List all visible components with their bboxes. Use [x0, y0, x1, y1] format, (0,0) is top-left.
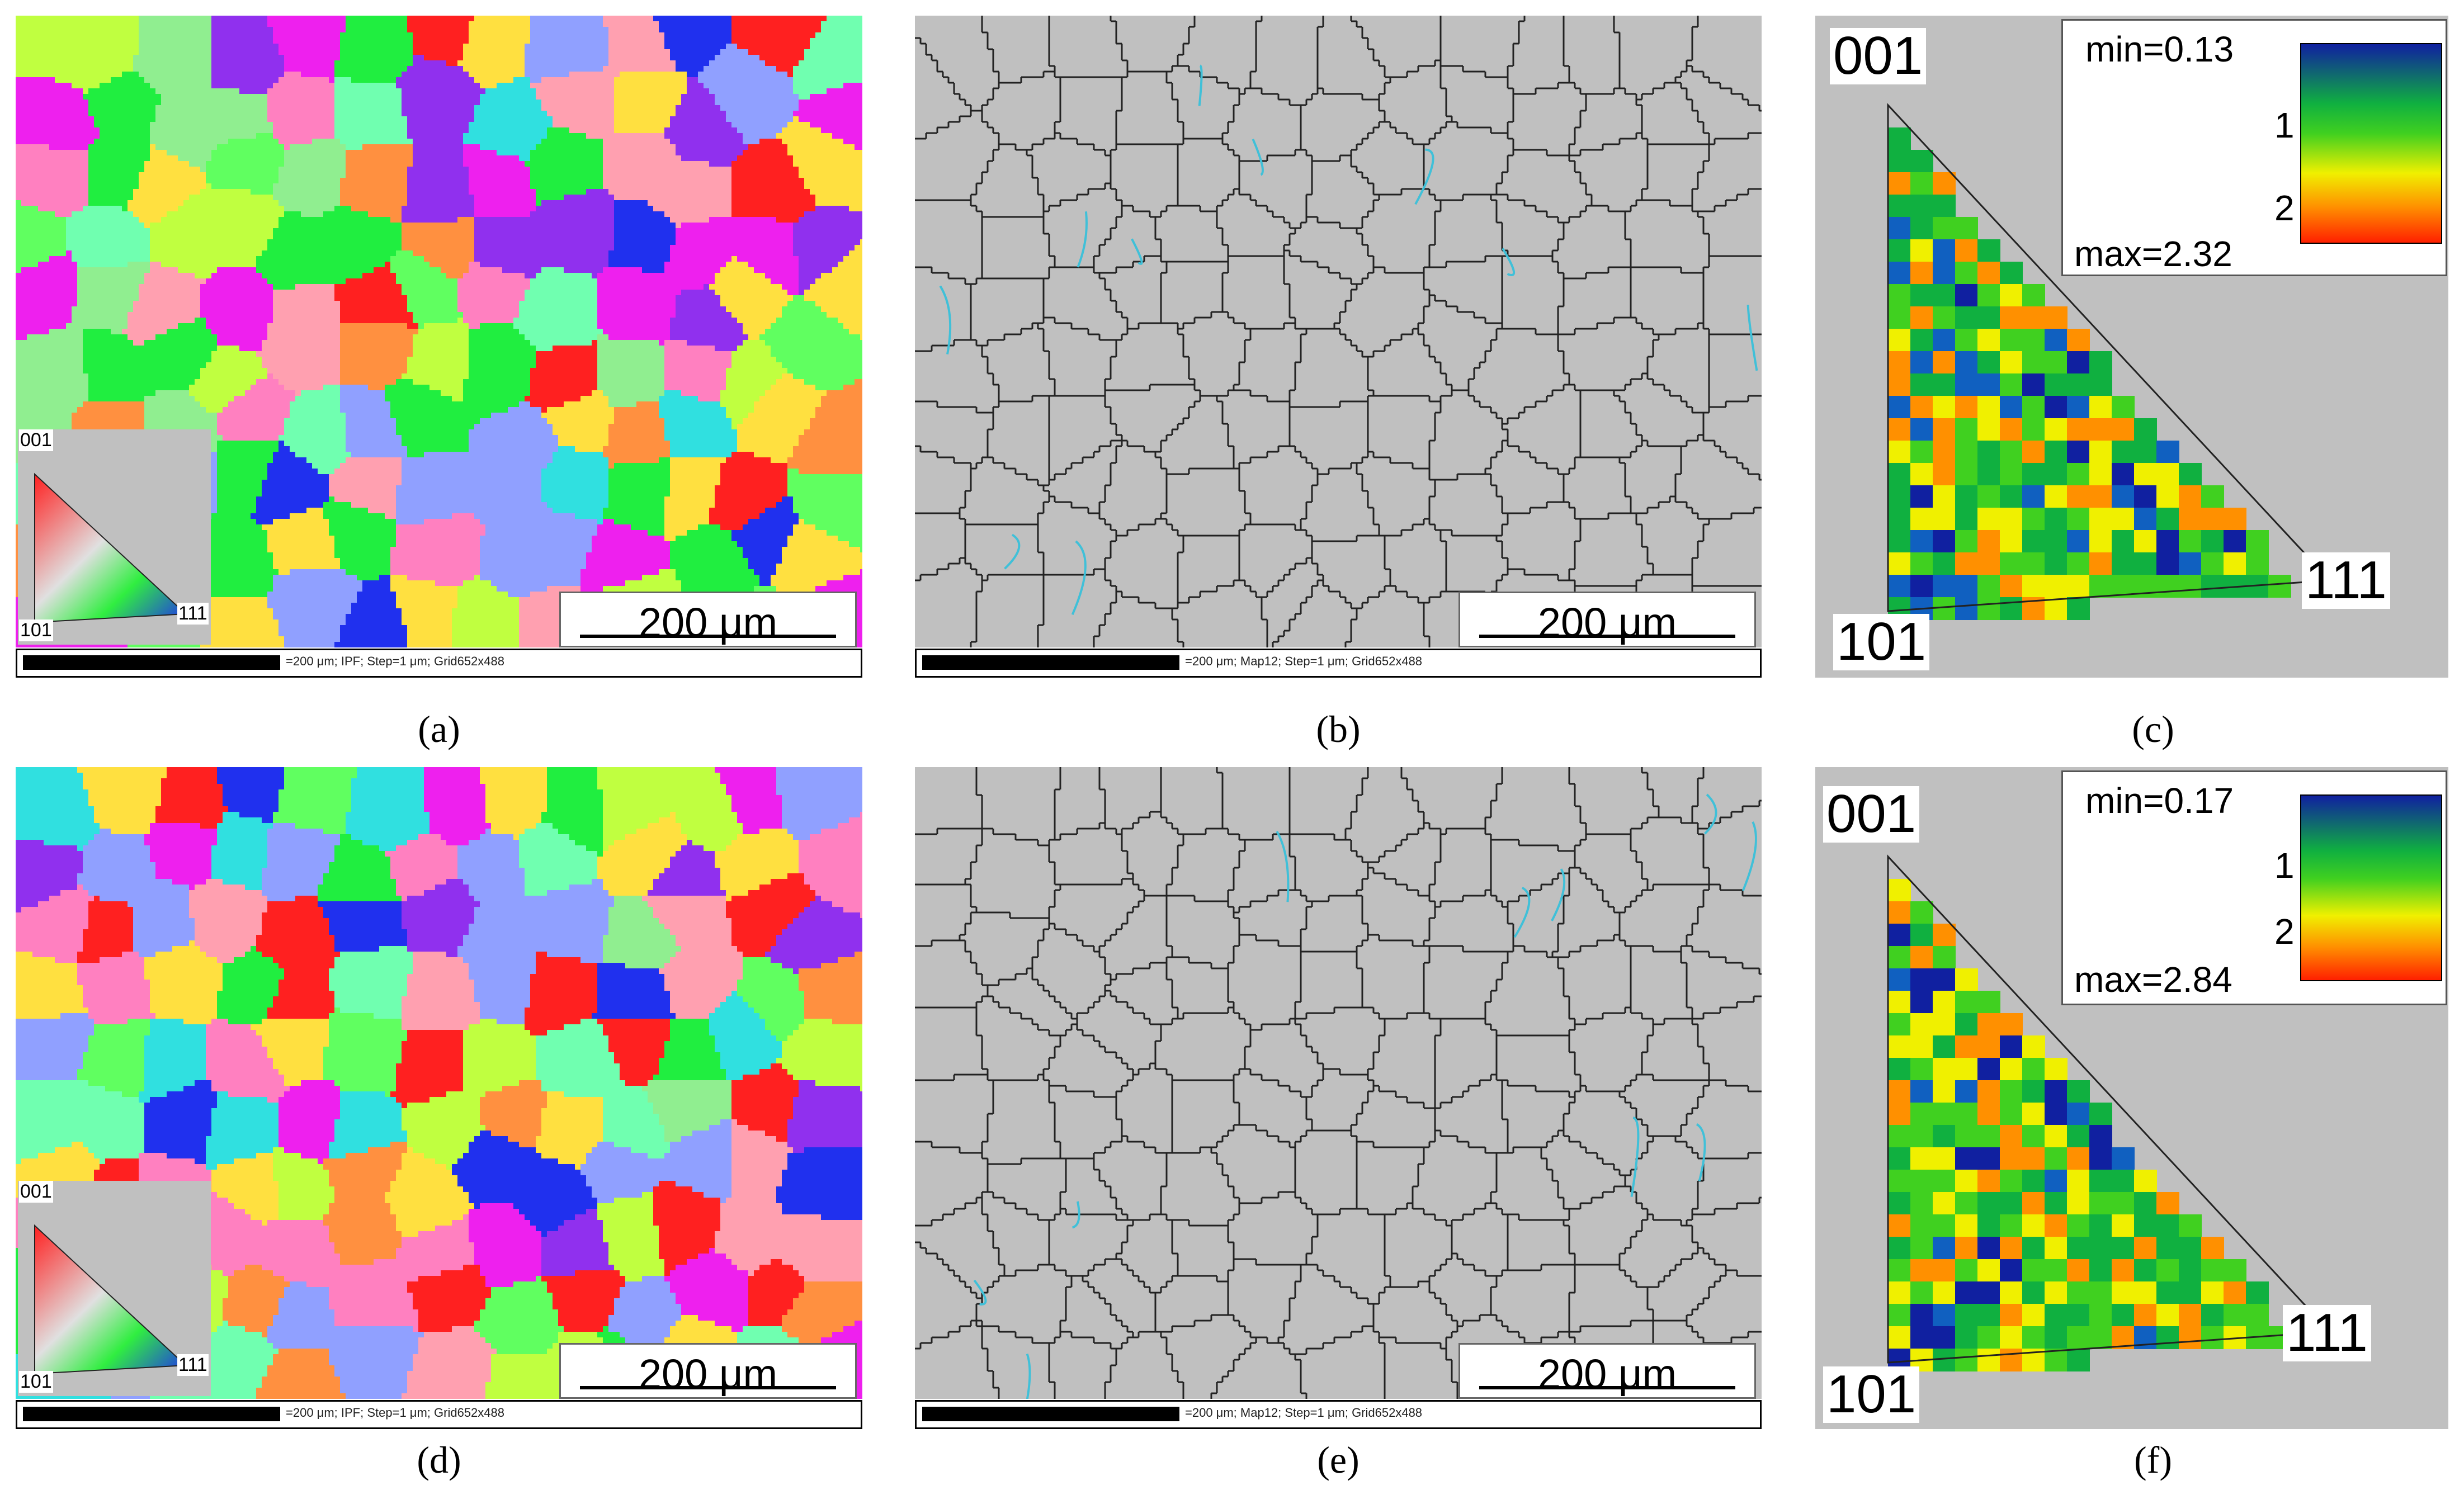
status-bar: =200 μm; Map12; Step=1 μm; Grid652x488 [915, 649, 1762, 678]
legend-max-label: max=2.84 [2074, 959, 2232, 1000]
pole-label-001: 001 [1830, 27, 1927, 84]
legend-min-label: min=0.17 [2085, 781, 2234, 821]
boundary-map-b: 200 μm =200 μm; Map12; Step=1 μm; Grid65… [915, 16, 1762, 678]
inset-label-101: 101 [19, 619, 53, 641]
status-bar: =200 μm; IPF; Step=1 μm; Grid652x488 [16, 649, 862, 678]
intensity-legend: min=0.13 1 2 max=2.32 [2061, 19, 2447, 276]
ipf-map-d: 001 101 111 200 μm =200 μm; IPF; Step=1 … [16, 767, 862, 1429]
status-text: =200 μm; IPF; Step=1 μm; Grid652x488 [286, 654, 504, 668]
status-scale-bar [23, 655, 280, 670]
status-text: =200 μm; Map12; Step=1 μm; Grid652x488 [1185, 1406, 1423, 1420]
ipf-color-key-triangle [34, 1224, 187, 1375]
legend-min-label: min=0.13 [2085, 29, 2234, 69]
scale-bar-label: 200 μm [638, 1351, 778, 1397]
inverse-pole-figure-c: 001 101 111 min=0.13 1 2 max=2.32 [1815, 16, 2448, 678]
texture-pole-figure [1887, 854, 2332, 1371]
scale-bar-label: 200 μm [638, 599, 778, 646]
legend-tick-2: 2 [2274, 911, 2295, 952]
legend-tick-1: 1 [2274, 845, 2295, 886]
legend-tick-1: 1 [2274, 105, 2295, 145]
scale-bar-label: 200 μm [1537, 599, 1677, 646]
ipf-color-key-inset: 001 101 111 [18, 1181, 211, 1396]
texture-pole-figure [1887, 103, 2332, 620]
scale-bar-line [580, 635, 836, 638]
status-bar: =200 μm; IPF; Step=1 μm; Grid652x488 [16, 1400, 862, 1429]
intensity-legend: min=0.17 1 2 max=2.84 [2061, 770, 2447, 1005]
legend-tick-2: 2 [2274, 188, 2295, 228]
legend-max-label: max=2.32 [2074, 234, 2232, 274]
ipf-color-key-inset: 001 101 111 [18, 429, 211, 645]
ipf-color-key-triangle [34, 472, 187, 623]
inset-label-111: 111 [177, 1354, 209, 1376]
ipf-map-a: 001 101 111 200 μm =200 μm; IPF; Step=1 … [16, 16, 862, 678]
grain-boundary-map [915, 767, 1762, 1399]
caption-b: (b) [1316, 708, 1361, 750]
inverse-pole-figure-f: 001 101 111 min=0.17 1 2 max=2.84 [1815, 767, 2448, 1429]
inset-label-001: 001 [19, 1181, 53, 1203]
caption-a: (a) [418, 708, 460, 750]
boundary-map-e: 200 μm =200 μm; Map12; Step=1 μm; Grid65… [915, 767, 1762, 1429]
scale-bar-line [580, 1386, 836, 1389]
pole-label-101: 101 [1833, 613, 1930, 670]
grain-orientation-map [16, 16, 862, 647]
caption-d: (d) [417, 1439, 461, 1481]
scale-bar: 200 μm [1458, 1343, 1756, 1399]
legend-color-bar [2300, 43, 2442, 244]
inset-label-001: 001 [19, 429, 53, 451]
scale-bar: 200 μm [559, 592, 857, 647]
status-text: =200 μm; IPF; Step=1 μm; Grid652x488 [286, 1406, 504, 1420]
scale-bar-label: 200 μm [1537, 1351, 1677, 1397]
caption-f: (f) [2134, 1439, 2172, 1481]
pole-label-111: 111 [2283, 1304, 2371, 1361]
status-scale-bar [922, 655, 1179, 670]
status-text: =200 μm; Map12; Step=1 μm; Grid652x488 [1185, 654, 1423, 668]
scale-bar: 200 μm [559, 1343, 857, 1399]
pole-label-101: 101 [1823, 1366, 1920, 1423]
scale-bar-line [1479, 1386, 1735, 1389]
status-bar: =200 μm; Map12; Step=1 μm; Grid652x488 [915, 1400, 1762, 1429]
status-scale-bar [23, 1407, 280, 1421]
caption-e: (e) [1317, 1439, 1360, 1481]
caption-c: (c) [2132, 708, 2174, 750]
pole-label-111: 111 [2302, 552, 2390, 609]
status-scale-bar [922, 1407, 1179, 1421]
grain-boundary-map [915, 16, 1762, 647]
scale-bar-line [1479, 635, 1735, 638]
scale-bar: 200 μm [1458, 592, 1756, 647]
inset-label-111: 111 [177, 603, 209, 625]
legend-color-bar [2300, 794, 2442, 981]
inset-label-101: 101 [19, 1371, 53, 1393]
pole-label-001: 001 [1823, 786, 1920, 843]
